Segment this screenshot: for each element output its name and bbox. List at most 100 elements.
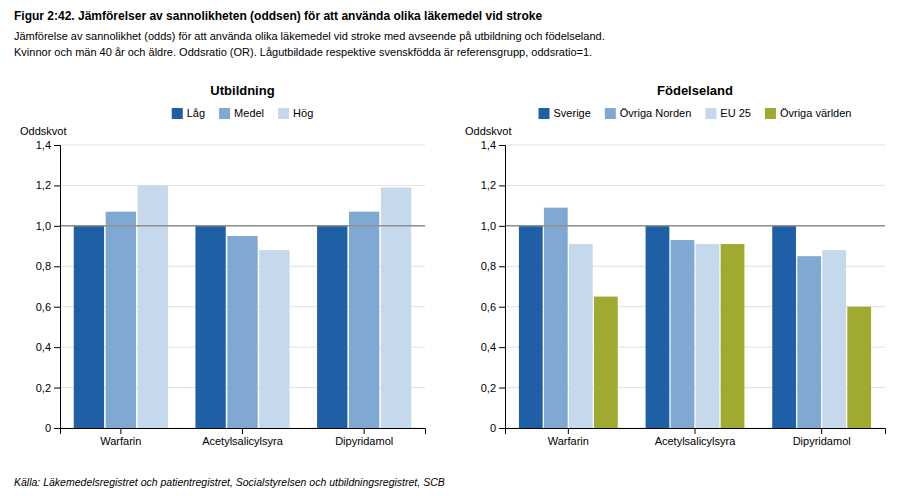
bar — [227, 236, 257, 428]
y-tick: 0 — [45, 422, 60, 434]
x-tick-label: Dipyridamol — [793, 435, 851, 447]
legend-swatch — [278, 108, 289, 119]
x-tick-mark — [821, 428, 822, 434]
y-tick-label: 1,2 — [481, 179, 496, 191]
grid-line — [60, 225, 425, 226]
plot-area — [60, 145, 425, 428]
x-tick-label: Acetylsalicylsyra — [202, 435, 284, 447]
reference-line — [505, 225, 885, 227]
bar — [317, 226, 347, 428]
x-tick-mark — [695, 428, 696, 434]
y-tick: 0,8 — [481, 260, 505, 272]
y-tick-label: 0,8 — [481, 260, 496, 272]
bar — [847, 307, 871, 428]
y-tick: 1,0 — [481, 220, 505, 232]
y-tick-label: 0,2 — [481, 382, 496, 394]
y-tick-label: 1,0 — [36, 220, 51, 232]
y-tick-mark — [54, 226, 60, 227]
x-axis-line — [506, 429, 886, 435]
bar — [195, 226, 225, 428]
y-tick-label: 0 — [45, 422, 51, 434]
legend-item: Övriga Norden — [605, 107, 692, 119]
grid-line — [505, 225, 885, 226]
y-tick: 0,4 — [481, 341, 505, 353]
y-tick-mark — [499, 185, 505, 186]
y-tick: 0,8 — [36, 260, 60, 272]
y-tick-label: 0,6 — [481, 301, 496, 313]
legend-item: EU 25 — [705, 107, 751, 119]
legend-swatch — [539, 108, 550, 119]
bar — [138, 185, 168, 428]
y-tick: 0,6 — [481, 301, 505, 313]
bar-series — [594, 244, 871, 428]
x-tick-label: Warfarin — [100, 435, 141, 447]
bar — [696, 244, 720, 428]
chart: 0 0,2 0,4 0,6 0,8 1,0 1,2 1,4 Warfarin Acetylsali… — [20, 83, 426, 447]
x-axis: WarfarinAcetylsalicylsyraDipyridamol — [506, 428, 886, 447]
y-tick-label: 0,4 — [481, 341, 496, 353]
plot-marks — [505, 208, 885, 428]
legend-label: Låg — [187, 107, 205, 119]
y-tick-mark — [54, 266, 60, 267]
y-tick: 1,4 — [36, 139, 60, 151]
y-tick: 1,2 — [36, 179, 60, 191]
y-axis: 00,20,40,60,81,01,21,4 — [481, 139, 506, 434]
grid — [60, 145, 425, 428]
legend-item: Medel — [219, 107, 264, 119]
x-axis: Warfarin Acetylsalicylsyra Dipyridamol — [61, 428, 426, 447]
y-tick-label: 0,2 — [36, 382, 51, 394]
y-tick-mark — [499, 226, 505, 227]
figure-subtitle: Jämförelse av sannolikhet (odds) för att… — [14, 30, 605, 42]
legend-swatch — [705, 108, 716, 119]
bar-series — [569, 244, 846, 428]
legend-swatch — [605, 108, 616, 119]
bar-series — [138, 185, 412, 428]
legend-swatch — [172, 108, 183, 119]
y-tick-label: 1,4 — [36, 139, 51, 151]
x-tick-label: Warfarin — [548, 435, 589, 447]
bar — [74, 226, 104, 428]
y-tick-mark — [54, 388, 60, 389]
legend-label: Hög — [293, 107, 313, 119]
bar — [646, 226, 670, 428]
x-tick-mark — [568, 428, 569, 434]
y-tick: 0,6 — [36, 301, 60, 313]
bar — [544, 208, 568, 428]
y-tick-label: 1,0 — [481, 220, 496, 232]
y-tick: 0,2 — [481, 382, 505, 394]
reference-line — [60, 225, 425, 227]
bar — [106, 212, 136, 428]
y-tick-mark — [499, 428, 505, 429]
y-tick: 1,0 — [36, 220, 60, 232]
plot-marks — [60, 185, 425, 428]
grid-line — [60, 145, 425, 146]
figure-subtitle: Kvinnor och män 40 år och äldre. Oddsrat… — [14, 46, 592, 58]
x-tick: Dipyridamol — [793, 428, 851, 447]
x-tick-mark — [364, 428, 365, 434]
x-tick: Dipyridamol — [335, 428, 393, 447]
y-tick-label: 1,4 — [481, 139, 496, 151]
x-axis-line — [61, 429, 426, 435]
y-tick-mark — [499, 266, 505, 267]
legend-label: EU 25 — [720, 107, 751, 119]
legend-label: Medel — [234, 107, 264, 119]
bar — [569, 244, 593, 428]
y-tick-label: 0,4 — [36, 341, 51, 353]
y-axis-line — [499, 146, 506, 429]
y-tick: 0,2 — [36, 382, 60, 394]
y-tick-mark — [499, 347, 505, 348]
chart: 00,20,40,60,81,01,21,4WarfarinAcetylsali… — [465, 83, 886, 447]
x-tick: Acetylsalicylsyra — [202, 428, 284, 447]
legend-label: Sverige — [554, 107, 591, 119]
grid-line — [60, 185, 425, 186]
y-tick-mark — [499, 307, 505, 308]
y-tick-label: 1,2 — [36, 179, 51, 191]
legend-item: Hög — [278, 107, 313, 119]
y-axis-label: Oddskvot — [465, 125, 511, 137]
footnote: Källa: Läkemedelsregistret och patientre… — [14, 476, 445, 488]
legend-swatch — [765, 108, 776, 119]
legend-swatch — [219, 108, 230, 119]
x-tick: Warfarin — [100, 428, 141, 447]
y-tick: 1,4 — [481, 139, 505, 151]
bar — [671, 240, 695, 428]
